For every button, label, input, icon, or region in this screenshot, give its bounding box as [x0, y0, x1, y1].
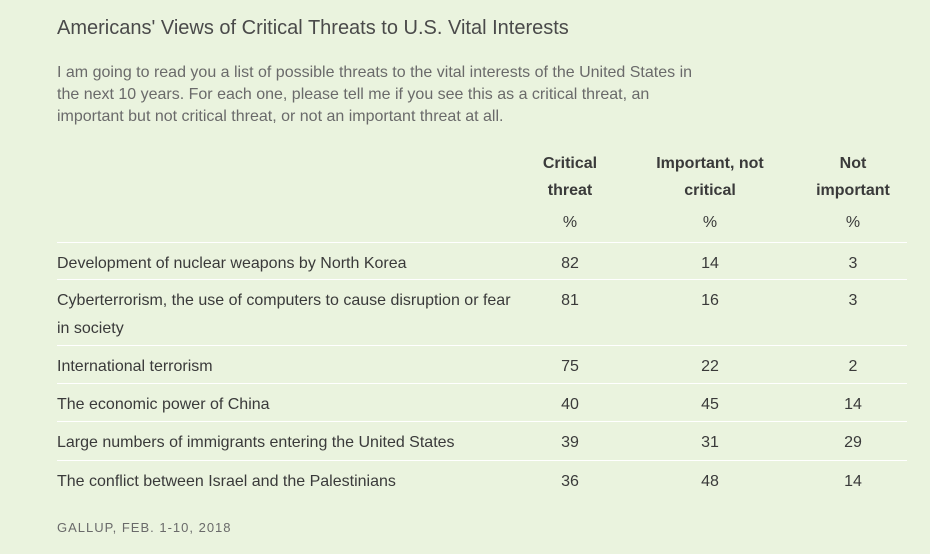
value-not-important: 2	[848, 358, 858, 375]
value-critical: 40	[561, 396, 579, 413]
row-label: Cyberterrorism, the use of computers to …	[57, 292, 511, 337]
results-table: Critical threat Important, not critical …	[57, 150, 907, 499]
row-label: Large numbers of immigrants entering the…	[57, 434, 455, 451]
column-header-important: Important, not critical	[635, 150, 785, 204]
table-row: The conflict between Israel and the Pale…	[57, 461, 907, 499]
column-unit: %	[562, 214, 578, 231]
column-header-line: threat	[547, 182, 593, 199]
value-critical: 39	[561, 434, 579, 451]
value-important: 14	[701, 255, 719, 272]
column-header-line: important	[816, 182, 890, 199]
value-critical: 75	[561, 358, 579, 375]
row-label: The conflict between Israel and the Pale…	[57, 473, 396, 490]
table-row: Cyberterrorism, the use of computers to …	[57, 280, 907, 346]
column-header-line: Not	[839, 155, 867, 172]
table-row: International terrorism 75 22 2	[57, 346, 907, 384]
row-label: International terrorism	[57, 358, 213, 375]
row-label: Development of nuclear weapons by North …	[57, 255, 407, 272]
value-not-important: 14	[844, 396, 862, 413]
value-not-important: 14	[844, 473, 862, 490]
value-not-important: 29	[844, 434, 862, 451]
table-row: The economic power of China 40 45 14	[57, 384, 907, 422]
value-important: 31	[701, 434, 719, 451]
table-row: Large numbers of immigrants entering the…	[57, 422, 907, 461]
value-critical: 82	[561, 255, 579, 272]
value-critical: 36	[561, 473, 579, 490]
chart-title: Americans' Views of Critical Threats to …	[57, 17, 569, 39]
table-row: Development of nuclear weapons by North …	[57, 243, 907, 280]
value-not-important: 3	[848, 255, 858, 272]
value-important: 48	[701, 473, 719, 490]
value-not-important: 3	[848, 292, 858, 309]
chart-subtitle: I am going to read you a list of possibl…	[57, 64, 693, 125]
value-important: 45	[701, 396, 719, 413]
column-header-line: Critical	[542, 155, 598, 172]
column-unit: %	[845, 214, 861, 231]
column-header-critical: Critical threat	[515, 150, 625, 204]
column-header-line: Important, not	[656, 155, 764, 172]
value-critical: 81	[561, 292, 579, 309]
column-unit: %	[702, 214, 718, 231]
column-header-not-important: Not important	[795, 150, 911, 204]
table-header: Critical threat Important, not critical …	[57, 150, 907, 243]
column-header-line: critical	[684, 182, 736, 199]
value-important: 22	[701, 358, 719, 375]
value-important: 16	[701, 292, 719, 309]
source-note: GALLUP, FEB. 1-10, 2018	[57, 520, 232, 535]
row-label: The economic power of China	[57, 396, 270, 413]
